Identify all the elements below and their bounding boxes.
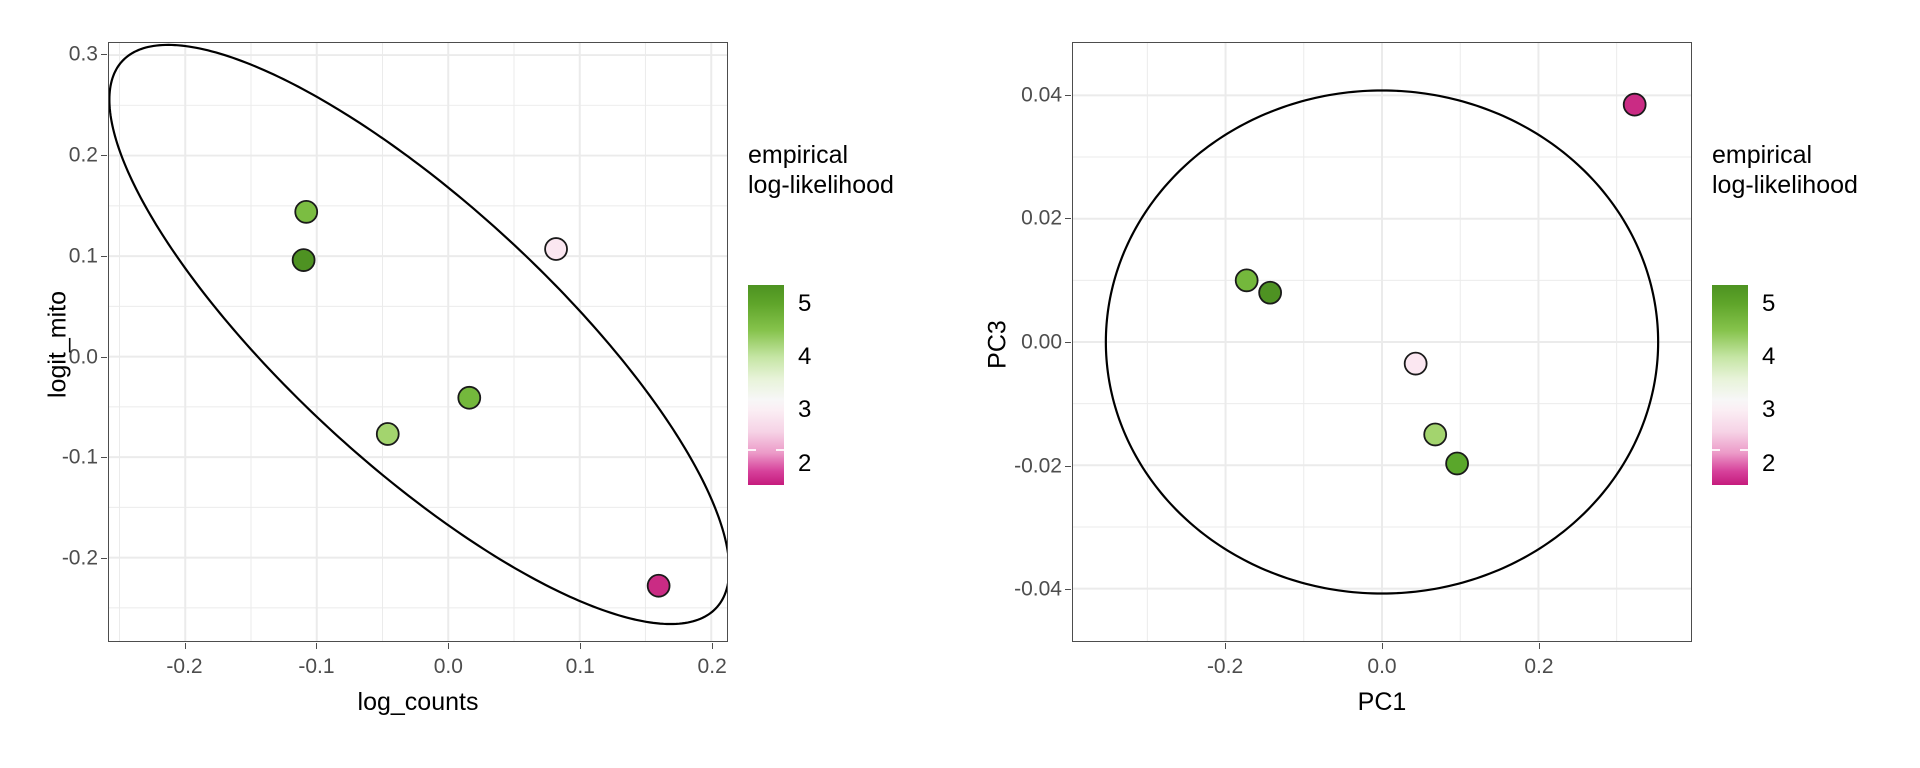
x-tick-mark bbox=[1538, 643, 1540, 649]
plot-area-left bbox=[108, 42, 728, 642]
x-tick-mark bbox=[1382, 643, 1383, 649]
legend-title-line1: empirical bbox=[748, 141, 849, 169]
x-axis-title-right: PC1 bbox=[1357, 688, 1407, 716]
y-tick-label: 0.00 bbox=[1021, 330, 1062, 354]
legend-tick-mark bbox=[1740, 448, 1748, 451]
legend-tick-label: 2 bbox=[798, 449, 812, 477]
data-point bbox=[544, 237, 568, 261]
legend-tick-label: 4 bbox=[798, 343, 812, 370]
x-tick-mark bbox=[184, 643, 186, 649]
x-tick-label: -0.2 bbox=[1206, 655, 1244, 678]
x-tick-label: 0.2 bbox=[697, 655, 727, 678]
x-axis-title-left: log_counts bbox=[357, 688, 479, 716]
x-tick-mark bbox=[580, 643, 582, 649]
legend-tick-label: 3 bbox=[1762, 396, 1776, 424]
legend-tick-mark bbox=[748, 448, 756, 451]
x-tick-mark bbox=[712, 643, 714, 649]
y-tick-label: -0.2 bbox=[61, 546, 98, 570]
legend-tick-mark bbox=[748, 555, 756, 558]
y-tick-label: 0.04 bbox=[1021, 83, 1062, 107]
y-tick-mark bbox=[1065, 342, 1071, 343]
x-tick-mark bbox=[316, 643, 318, 649]
panel-left: -0.2 -0.1 0.0 0.1 0.2 0.3 -0.2 -0.1 0.0 0.1 0.2 l… bbox=[43, 42, 894, 716]
y-tick-label: -0.04 bbox=[1014, 577, 1062, 601]
y-axis-title-left: logit_mito bbox=[43, 291, 72, 398]
legend-title-line2: log-likelihood bbox=[748, 171, 894, 199]
data-point bbox=[1622, 92, 1647, 117]
y-tick-mark bbox=[1065, 589, 1071, 591]
x-tick-label: 0.2 bbox=[1524, 655, 1554, 678]
data-point bbox=[375, 422, 400, 446]
y-tick-mark bbox=[1065, 218, 1071, 220]
panel-right: -0.04 -0.02 0.00 0.02 0.04 -0.2 0.0 0.2 PC1 PC… bbox=[960, 0, 1920, 768]
y-tick-label: 0.0 bbox=[68, 345, 98, 369]
legend-tick-mark bbox=[1712, 608, 1720, 611]
y-tick-label: 0.2 bbox=[68, 143, 98, 167]
y-tick-mark bbox=[1065, 465, 1071, 467]
legend-tick-mark bbox=[776, 502, 784, 504]
data-point bbox=[1234, 268, 1259, 293]
y-tick-label: -0.02 bbox=[1014, 454, 1062, 478]
legend-tick-mark bbox=[776, 608, 784, 611]
y-tick-mark bbox=[101, 54, 107, 56]
legend-tick-mark bbox=[776, 555, 784, 558]
legend-tick-label: 2 bbox=[1762, 449, 1776, 477]
x-tick-label: 0.0 bbox=[1367, 655, 1397, 678]
legend-tick-label: 5 bbox=[798, 289, 812, 317]
legend-tick-mark bbox=[748, 608, 756, 611]
plot-canvas-right bbox=[1073, 43, 1691, 641]
legend-title-line2: log-likelihood bbox=[1712, 171, 1858, 199]
y-tick-mark bbox=[101, 457, 107, 459]
data-point bbox=[1258, 280, 1282, 305]
legend-tick-mark bbox=[748, 502, 756, 504]
legend-tick-mark bbox=[1740, 608, 1748, 611]
data-point bbox=[1423, 422, 1448, 447]
plot-area-right bbox=[1072, 42, 1692, 642]
x-tick-label: -0.2 bbox=[166, 655, 203, 678]
legend-tick-mark bbox=[1712, 555, 1720, 558]
legend-tick-mark bbox=[1712, 448, 1720, 451]
x-tick-label: 0.0 bbox=[433, 655, 463, 678]
y-tick-mark bbox=[101, 255, 107, 257]
x-tick-mark bbox=[448, 643, 450, 649]
y-tick-mark bbox=[101, 356, 107, 358]
legend-tick-mark bbox=[1740, 502, 1748, 504]
legend-colorbar-right[interactable] bbox=[1712, 285, 1748, 611]
legend-tick-label: 5 bbox=[1762, 289, 1776, 317]
data-point bbox=[1403, 351, 1428, 376]
data-point bbox=[291, 248, 316, 272]
x-tick-label: -0.1 bbox=[298, 655, 335, 678]
y-axis-title-right: PC3 bbox=[983, 320, 1012, 369]
y-tick-mark bbox=[101, 154, 107, 156]
y-tick-mark bbox=[1065, 94, 1071, 96]
data-point bbox=[1445, 451, 1469, 476]
y-tick-label: 0.1 bbox=[68, 244, 98, 268]
y-tick-label: 0.02 bbox=[1021, 206, 1062, 230]
x-tick-label: 0.1 bbox=[565, 655, 595, 678]
y-tick-mark bbox=[101, 558, 107, 560]
legend-colorbar-left[interactable] bbox=[748, 285, 784, 611]
legend-tick-mark bbox=[776, 448, 784, 451]
legend-title-line1: empirical bbox=[1712, 141, 1813, 169]
legend-tick-mark bbox=[1712, 502, 1720, 504]
legend-tick-label: 4 bbox=[1762, 343, 1776, 370]
x-tick-mark bbox=[1225, 643, 1227, 649]
y-tick-label: -0.1 bbox=[61, 445, 98, 469]
legend-tick-mark bbox=[1740, 555, 1748, 558]
data-point bbox=[457, 385, 482, 410]
data-point bbox=[646, 573, 671, 598]
y-tick-label: 0.3 bbox=[68, 42, 98, 66]
data-point bbox=[294, 199, 319, 224]
legend-tick-label: 3 bbox=[798, 396, 812, 424]
plot-canvas-left bbox=[109, 43, 727, 641]
